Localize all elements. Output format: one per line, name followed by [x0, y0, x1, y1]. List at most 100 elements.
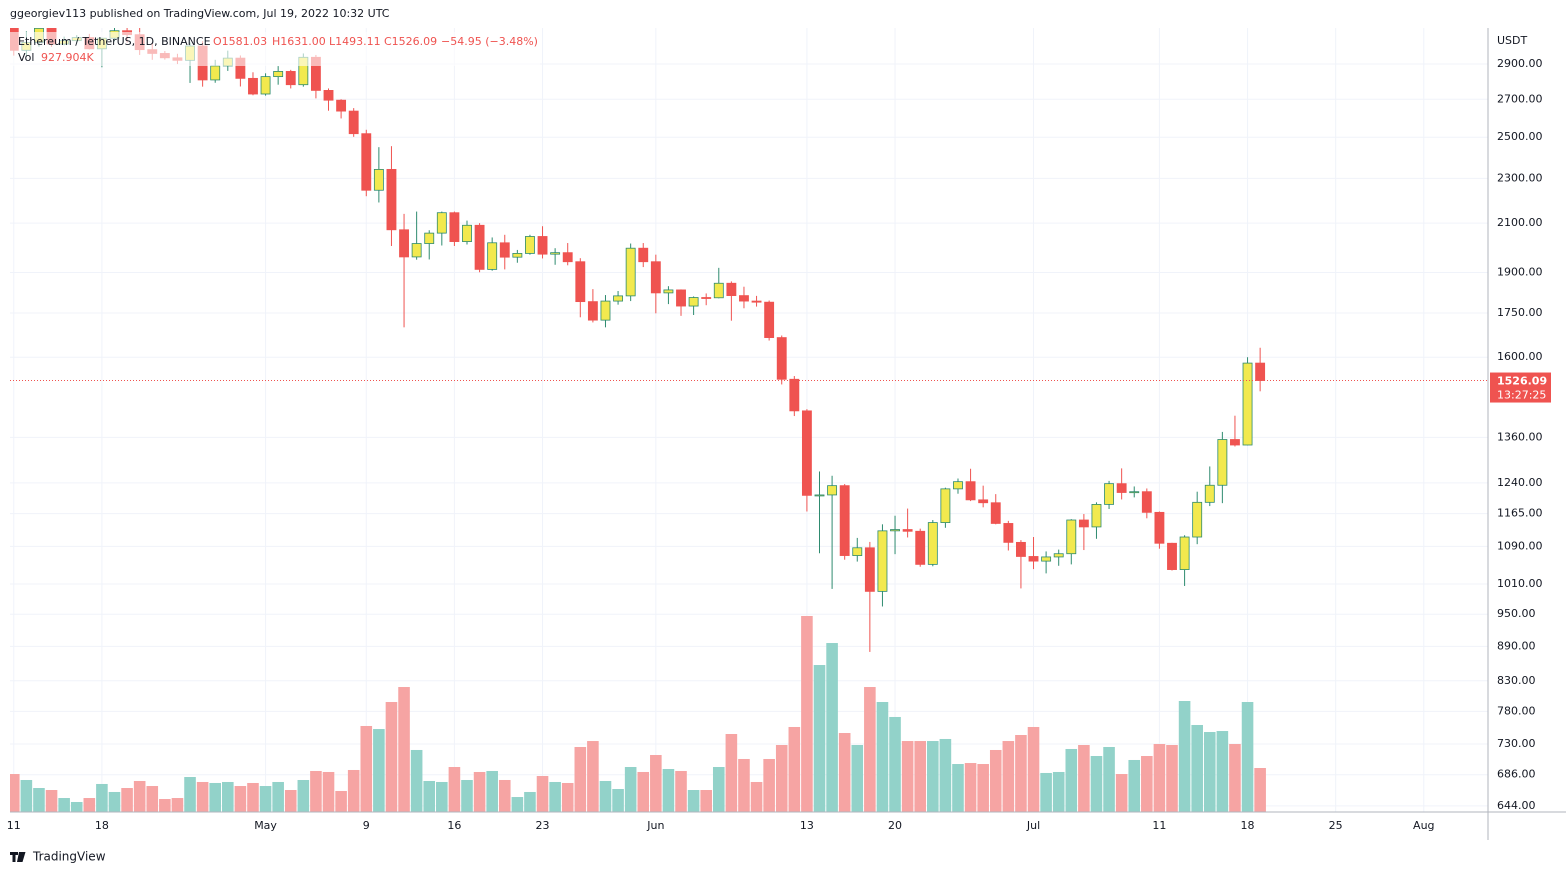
price-label: 1526.09 [1497, 375, 1547, 388]
volume-bar [1103, 746, 1115, 812]
volume-bar [801, 615, 813, 812]
candle-body [336, 99, 347, 112]
volume-bar [775, 745, 788, 812]
candle-body [902, 529, 913, 532]
y-tick-label: 2500.00 [1497, 130, 1543, 143]
symbol: Ethereum / TetherUS, 1D, BINANCE [18, 35, 211, 48]
candle-body [1230, 439, 1240, 446]
candle-body [248, 77, 258, 95]
candle-body [323, 90, 334, 101]
y-tick-label: 830.00 [1497, 674, 1536, 687]
candle-body [751, 300, 762, 303]
footer-logo [10, 852, 26, 862]
candle-body [474, 224, 485, 270]
volume-bar [725, 734, 738, 812]
candle-body [361, 133, 372, 191]
price-box [1490, 372, 1551, 403]
candle-body [827, 485, 838, 496]
volume-name: Vol [18, 51, 34, 64]
volume-bar [851, 745, 864, 812]
y-tick-label: 2300.00 [1497, 171, 1543, 184]
volume-bar [322, 771, 335, 812]
volume-bar [423, 780, 436, 812]
volume-bar [436, 781, 448, 812]
volume-bar [864, 687, 876, 812]
x-tick-label: 18 [95, 819, 109, 832]
candles [10, 28, 1488, 652]
countdown: 13:27:25 [1497, 389, 1546, 402]
candle-body [1003, 523, 1014, 543]
volume-bar [209, 782, 222, 812]
candle-body [1204, 484, 1215, 503]
y-tick-label: 950.00 [1497, 607, 1536, 620]
candle-body [562, 252, 573, 263]
candle-body [864, 547, 875, 592]
candle-body [1066, 519, 1077, 555]
volume-bar [347, 769, 360, 812]
candle-body [726, 282, 737, 297]
candle-body [1116, 483, 1127, 493]
y-tick-label: 1360.00 [1497, 430, 1543, 443]
legend-change: −54.95 (−3.48%) [441, 35, 538, 48]
candle-body [1255, 362, 1266, 381]
candle-body [713, 282, 724, 299]
volume-bar [196, 781, 209, 812]
x-tick-label: Jun [646, 819, 664, 832]
volume-bar [687, 789, 700, 812]
candle-body [1192, 501, 1203, 538]
volume-bar [587, 741, 599, 812]
x-tick-label: Jul [1026, 819, 1040, 832]
volume-bar [1078, 745, 1090, 812]
volume-bar [96, 783, 108, 812]
candle-body [1091, 503, 1102, 528]
volume-bar [20, 779, 33, 812]
candle-body [386, 168, 397, 231]
legend-open: O1581.03 [213, 35, 267, 48]
candle-body [285, 71, 296, 86]
volume-bar [700, 789, 712, 812]
candle-body [1167, 542, 1177, 570]
volume-bar [498, 779, 511, 812]
y-tick-label: 2700.00 [1497, 92, 1543, 105]
volume-bar [448, 767, 461, 812]
volume-bar [259, 786, 272, 812]
y-tick-label: 780.00 [1497, 704, 1536, 717]
volume-bar [310, 770, 322, 812]
legend-close: C1526.09 [384, 35, 437, 48]
volume-bar [486, 770, 498, 812]
volume-bar [45, 789, 58, 812]
x-tick-label: 9 [363, 819, 370, 832]
volume [10, 615, 1266, 812]
volume-bar [1090, 756, 1103, 812]
legend-backdrop [10, 32, 540, 66]
volume-bar [272, 781, 284, 812]
volume-bar [108, 791, 121, 812]
y-tick-label: 1240.00 [1497, 476, 1543, 489]
volume-bar [385, 701, 398, 812]
volume-bar [637, 771, 650, 812]
candle-body [890, 529, 900, 532]
volume-bar [1002, 741, 1015, 812]
candle-body [688, 297, 699, 307]
candle-body [575, 261, 586, 303]
volume-bar [146, 786, 159, 812]
candle-body [764, 301, 775, 338]
candle-body [978, 499, 989, 504]
volume-bar [184, 777, 196, 812]
volume-bar [914, 741, 927, 812]
volume-bar [1241, 701, 1254, 812]
volume-bar [964, 763, 977, 812]
candle-body [663, 289, 674, 294]
candle-body [399, 229, 409, 258]
candle-body [348, 110, 359, 135]
candle-body [1104, 483, 1114, 505]
candle-body [525, 236, 535, 254]
x-tick-label: 11 [1152, 819, 1166, 832]
y-tick-label: 730.00 [1497, 737, 1536, 750]
candle-body [650, 261, 661, 294]
unit: USDT [1497, 34, 1528, 47]
volume-bar [335, 790, 347, 812]
x-tick-label: 11 [7, 819, 21, 832]
volume-bar [222, 781, 234, 812]
